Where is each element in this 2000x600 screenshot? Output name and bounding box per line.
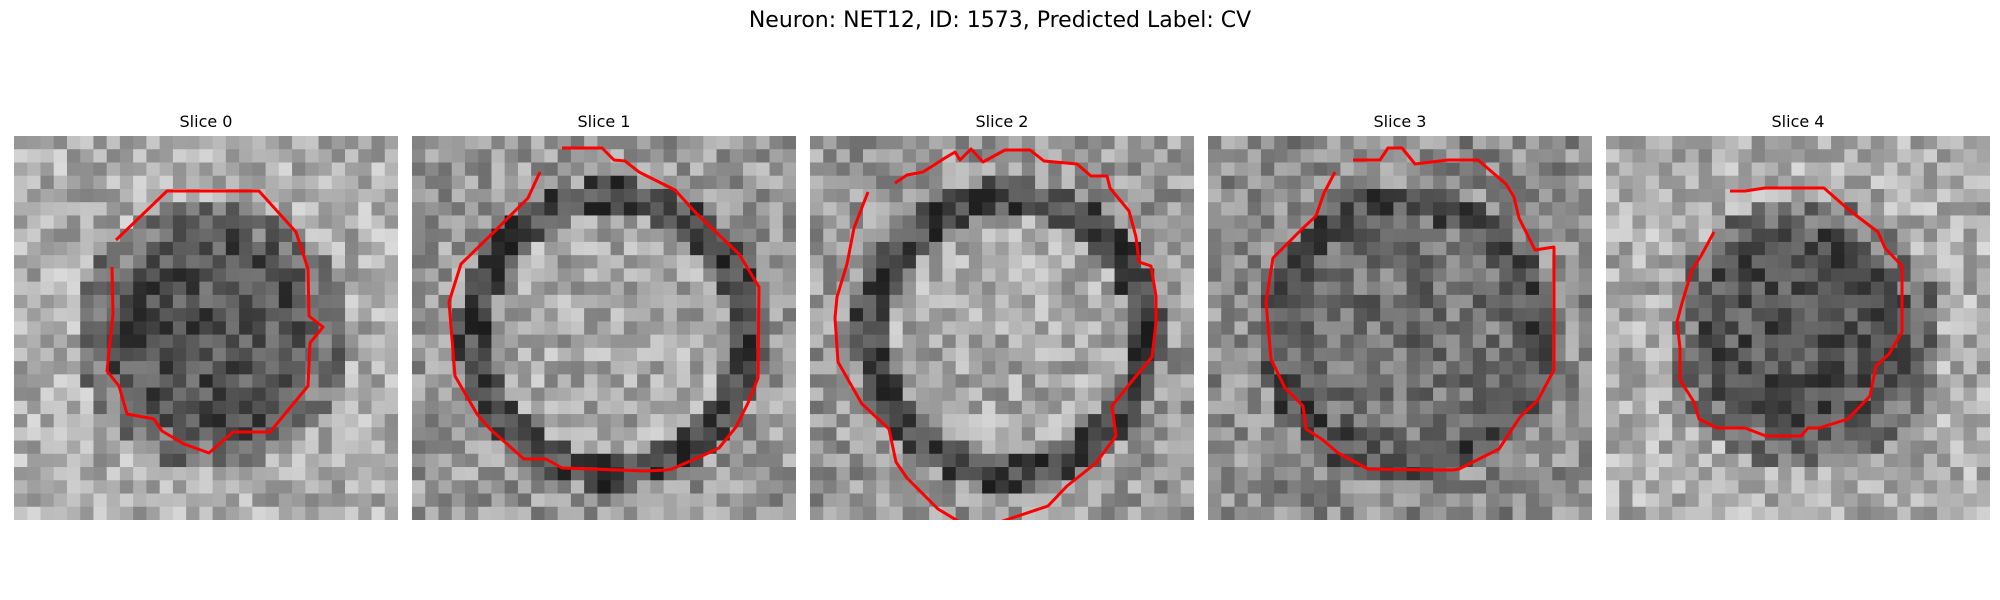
slice-image-2 [810, 136, 1194, 520]
contour-outline-2 [833, 147, 1158, 520]
slice-title-1: Slice 1 [577, 112, 631, 131]
slice-pixels-3 [1208, 136, 1592, 520]
figure-title: Neuron: NET12, ID: 1573, Predicted Label… [748, 8, 1252, 33]
slice-panel-1: Slice 1 [412, 110, 796, 520]
slice-title-2: Slice 2 [975, 112, 1029, 131]
slice-panel-2: Slice 2 [810, 110, 1194, 520]
slice-image-3 [1208, 136, 1592, 520]
slice-pixels-1 [412, 136, 796, 520]
slice-image-4 [1606, 136, 1990, 520]
slice-panel-3: Slice 3 [1208, 110, 1592, 520]
slice-panel-0: Slice 0 [14, 110, 398, 520]
slice-title-0: Slice 0 [179, 112, 233, 131]
slice-title-4: Slice 4 [1771, 112, 1825, 131]
slice-pixels-4 [1606, 136, 1990, 520]
contour-outline-1 [447, 146, 761, 473]
slice-panel-4: Slice 4 [1606, 110, 1990, 520]
contour-outline-3 [1264, 146, 1556, 472]
slice-image-0 [14, 136, 398, 520]
contour-outline-4 [1675, 186, 1904, 438]
contour-outline-0 [105, 189, 325, 455]
slice-pixels-2 [810, 136, 1194, 520]
slice-title-3: Slice 3 [1373, 112, 1427, 131]
slice-pixels-0 [14, 136, 398, 520]
slice-image-1 [412, 136, 796, 520]
